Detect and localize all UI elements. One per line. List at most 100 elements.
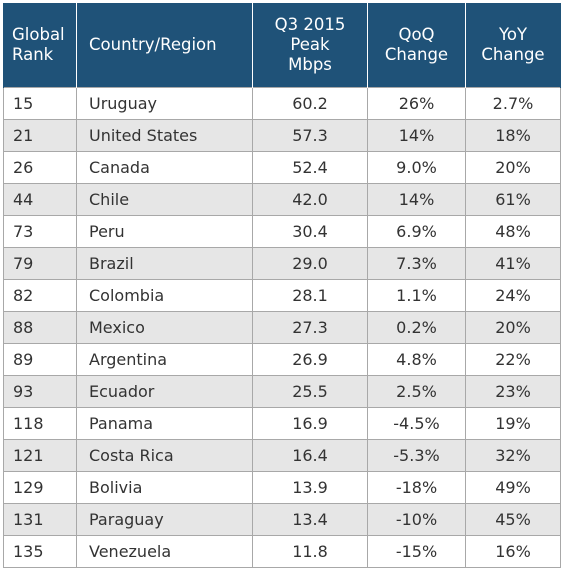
header-qoq-change-line-2: Change xyxy=(384,45,449,64)
cell-country: Chile xyxy=(76,183,253,216)
cell-rank: 118 xyxy=(3,407,77,440)
cell-qoq: -4.5% xyxy=(367,407,466,440)
header-country-region: Country/Region xyxy=(76,3,253,88)
cell-country: Argentina xyxy=(76,343,253,376)
cell-yoy: 18% xyxy=(465,119,561,152)
cell-rank: 131 xyxy=(3,503,77,536)
cell-qoq: 2.5% xyxy=(367,375,466,408)
header-qoq-change: QoQ Change xyxy=(367,3,466,88)
header-global-rank: Global Rank xyxy=(3,3,77,88)
cell-yoy: 23% xyxy=(465,375,561,408)
cell-rank: 88 xyxy=(3,311,77,344)
cell-yoy: 16% xyxy=(465,535,561,568)
cell-rank: 89 xyxy=(3,343,77,376)
header-yoy-change-line-1: YoY xyxy=(498,25,528,44)
cell-yoy: 19% xyxy=(465,407,561,440)
cell-country: Mexico xyxy=(76,311,253,344)
cell-peak: 27.3 xyxy=(252,311,368,344)
table-row: 88 Mexico 27.3 0.2% 20% xyxy=(3,311,561,344)
cell-yoy: 24% xyxy=(465,279,561,312)
cell-qoq: 26% xyxy=(367,87,466,120)
cell-country: Costa Rica xyxy=(76,439,253,472)
cell-peak: 13.4 xyxy=(252,503,368,536)
header-peak-mbps-line-2: Peak xyxy=(290,35,330,54)
cell-qoq: 4.8% xyxy=(367,343,466,376)
header-yoy-change: YoY Change xyxy=(465,3,561,88)
table-row: 21 United States 57.3 14% 18% xyxy=(3,119,561,152)
cell-qoq: 0.2% xyxy=(367,311,466,344)
cell-peak: 28.1 xyxy=(252,279,368,312)
cell-country: Venezuela xyxy=(76,535,253,568)
table-row: 44 Chile 42.0 14% 61% xyxy=(3,183,561,216)
header-global-rank-line-1: Global xyxy=(12,25,65,44)
cell-peak: 60.2 xyxy=(252,87,368,120)
peak-speed-table-container: Global Rank Country/Region Q3 2015 Peak … xyxy=(3,3,561,568)
cell-rank: 93 xyxy=(3,375,77,408)
cell-yoy: 20% xyxy=(465,151,561,184)
table-row: 135 Venezuela 11.8 -15% 16% xyxy=(3,535,561,568)
cell-rank: 121 xyxy=(3,439,77,472)
table-row: 121 Costa Rica 16.4 -5.3% 32% xyxy=(3,439,561,472)
cell-country: Paraguay xyxy=(76,503,253,536)
header-country-region-line-1: Country/Region xyxy=(89,35,217,54)
header-yoy-change-line-2: Change xyxy=(481,45,545,64)
cell-rank: 82 xyxy=(3,279,77,312)
cell-rank: 79 xyxy=(3,247,77,280)
table-body: 15 Uruguay 60.2 26% 2.7% 21 United State… xyxy=(3,87,561,568)
table-row: 89 Argentina 26.9 4.8% 22% xyxy=(3,343,561,376)
cell-yoy: 22% xyxy=(465,343,561,376)
cell-yoy: 45% xyxy=(465,503,561,536)
cell-rank: 44 xyxy=(3,183,77,216)
cell-country: United States xyxy=(76,119,253,152)
header-peak-mbps-line-3: Mbps xyxy=(288,55,332,74)
cell-qoq: 6.9% xyxy=(367,215,466,248)
cell-qoq: 7.3% xyxy=(367,247,466,280)
cell-peak: 13.9 xyxy=(252,471,368,504)
peak-speed-table: Global Rank Country/Region Q3 2015 Peak … xyxy=(3,3,561,568)
table-row: 93 Ecuador 25.5 2.5% 23% xyxy=(3,375,561,408)
cell-qoq: -15% xyxy=(367,535,466,568)
cell-qoq: 9.0% xyxy=(367,151,466,184)
cell-peak: 52.4 xyxy=(252,151,368,184)
cell-rank: 73 xyxy=(3,215,77,248)
table-row: 118 Panama 16.9 -4.5% 19% xyxy=(3,407,561,440)
cell-peak: 57.3 xyxy=(252,119,368,152)
table-row: 82 Colombia 28.1 1.1% 24% xyxy=(3,279,561,312)
cell-peak: 11.8 xyxy=(252,535,368,568)
cell-rank: 21 xyxy=(3,119,77,152)
cell-peak: 16.4 xyxy=(252,439,368,472)
cell-peak: 26.9 xyxy=(252,343,368,376)
cell-yoy: 2.7% xyxy=(465,87,561,120)
cell-yoy: 61% xyxy=(465,183,561,216)
cell-peak: 29.0 xyxy=(252,247,368,280)
header-peak-mbps: Q3 2015 Peak Mbps xyxy=(252,3,368,88)
cell-qoq: 1.1% xyxy=(367,279,466,312)
cell-country: Colombia xyxy=(76,279,253,312)
cell-qoq: 14% xyxy=(367,183,466,216)
cell-country: Peru xyxy=(76,215,253,248)
cell-peak: 30.4 xyxy=(252,215,368,248)
cell-qoq: -18% xyxy=(367,471,466,504)
cell-qoq: -5.3% xyxy=(367,439,466,472)
cell-country: Panama xyxy=(76,407,253,440)
cell-country: Uruguay xyxy=(76,87,253,120)
header-row: Global Rank Country/Region Q3 2015 Peak … xyxy=(3,3,561,88)
header-peak-mbps-line-1: Q3 2015 xyxy=(274,15,346,34)
table-row: 15 Uruguay 60.2 26% 2.7% xyxy=(3,87,561,120)
cell-peak: 42.0 xyxy=(252,183,368,216)
table-row: 79 Brazil 29.0 7.3% 41% xyxy=(3,247,561,280)
table-row: 129 Bolivia 13.9 -18% 49% xyxy=(3,471,561,504)
cell-yoy: 20% xyxy=(465,311,561,344)
cell-yoy: 41% xyxy=(465,247,561,280)
cell-yoy: 48% xyxy=(465,215,561,248)
header-global-rank-line-2: Rank xyxy=(12,45,54,64)
cell-country: Brazil xyxy=(76,247,253,280)
header-qoq-change-line-1: QoQ xyxy=(398,25,435,44)
table-row: 26 Canada 52.4 9.0% 20% xyxy=(3,151,561,184)
cell-country: Canada xyxy=(76,151,253,184)
cell-country: Ecuador xyxy=(76,375,253,408)
cell-yoy: 32% xyxy=(465,439,561,472)
cell-country: Bolivia xyxy=(76,471,253,504)
cell-peak: 16.9 xyxy=(252,407,368,440)
cell-peak: 25.5 xyxy=(252,375,368,408)
